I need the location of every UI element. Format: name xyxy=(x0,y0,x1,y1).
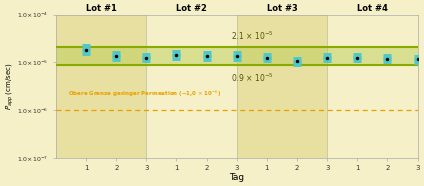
Text: Obere Grenze geringer Permeation (~1,0 $\times$ 10$^{-6}$): Obere Grenze geringer Permeation (~1,0 $… xyxy=(68,89,221,99)
Text: Lot #3: Lot #3 xyxy=(267,4,297,13)
Text: 0.9 $\times$ 10$^{-5}$: 0.9 $\times$ 10$^{-5}$ xyxy=(231,71,273,84)
X-axis label: Tag: Tag xyxy=(229,173,244,182)
Bar xyxy=(146,15,237,158)
Text: Lot #4: Lot #4 xyxy=(357,4,388,13)
Text: Lot #1: Lot #1 xyxy=(86,4,117,13)
Bar xyxy=(56,15,146,158)
Bar xyxy=(327,15,418,158)
Text: Lot #2: Lot #2 xyxy=(176,4,207,13)
Text: 2.1 $\times$ 10$^{-5}$: 2.1 $\times$ 10$^{-5}$ xyxy=(231,30,273,42)
Y-axis label: $P_{app}$ (cm/sec): $P_{app}$ (cm/sec) xyxy=(4,62,16,110)
Bar xyxy=(237,15,327,158)
